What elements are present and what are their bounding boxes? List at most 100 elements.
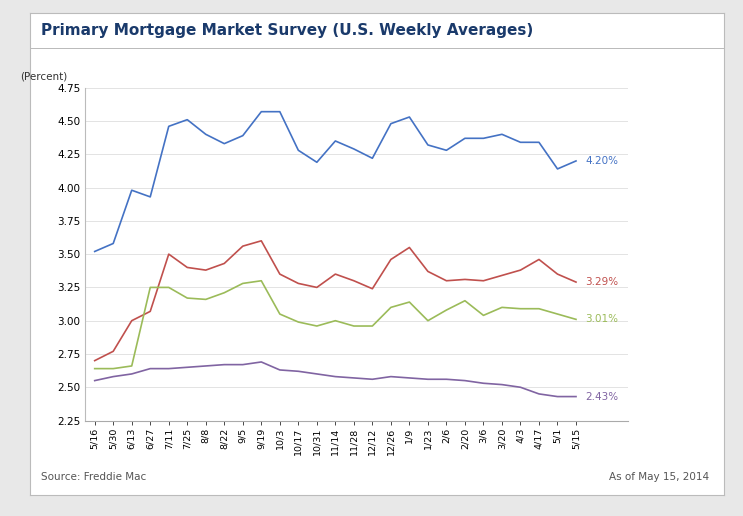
5-1 ARM (516, 305, 525, 312)
1-yr ARM (164, 365, 173, 372)
1-yr ARM (424, 376, 432, 382)
1-yr ARM (108, 374, 117, 380)
30-yr FRM (257, 108, 266, 115)
5-1 ARM (220, 289, 229, 296)
1-yr ARM (331, 374, 340, 380)
1-yr ARM (516, 384, 525, 391)
Text: 2.43%: 2.43% (585, 392, 618, 401)
30-yr FRM (108, 240, 117, 247)
Text: (Percent): (Percent) (20, 71, 68, 81)
15-yr FRM (405, 245, 414, 251)
15-yr FRM (349, 278, 358, 284)
15-yr FRM (239, 243, 247, 249)
Text: 4.20%: 4.20% (585, 156, 618, 166)
5-1 ARM (534, 305, 543, 312)
5-1 ARM (386, 304, 395, 311)
15-yr FRM (479, 278, 488, 284)
5-1 ARM (146, 284, 155, 291)
1-yr ARM (349, 375, 358, 381)
5-1 ARM (571, 316, 580, 322)
15-yr FRM (386, 256, 395, 263)
30-yr FRM (498, 131, 507, 137)
30-yr FRM (405, 114, 414, 120)
5-1 ARM (239, 280, 247, 286)
1-yr ARM (405, 375, 414, 381)
30-yr FRM (201, 131, 210, 137)
1-yr ARM (183, 364, 192, 370)
5-1 ARM (349, 323, 358, 329)
15-yr FRM (257, 238, 266, 244)
1-yr ARM (220, 362, 229, 368)
15-yr FRM (516, 267, 525, 273)
30-yr FRM (461, 135, 470, 141)
15-yr FRM (276, 271, 285, 277)
5-1 ARM (479, 312, 488, 318)
1-yr ARM (498, 381, 507, 388)
15-yr FRM (220, 261, 229, 267)
Text: Primary Mortgage Market Survey (U.S. Weekly Averages): Primary Mortgage Market Survey (U.S. Wee… (41, 23, 533, 38)
1-yr ARM (294, 368, 303, 375)
15-yr FRM (442, 278, 451, 284)
15-yr FRM (571, 279, 580, 285)
Text: Source: Freddie Mac: Source: Freddie Mac (41, 473, 146, 482)
5-1 ARM (312, 323, 321, 329)
5-1 ARM (331, 318, 340, 324)
30-yr FRM (239, 133, 247, 139)
5-1 ARM (108, 365, 117, 372)
1-yr ARM (127, 371, 136, 377)
15-yr FRM (498, 272, 507, 279)
Text: 3.01%: 3.01% (585, 314, 618, 325)
15-yr FRM (164, 251, 173, 257)
15-yr FRM (183, 264, 192, 270)
5-1 ARM (405, 299, 414, 305)
30-yr FRM (164, 123, 173, 130)
Line: 5-1 ARM: 5-1 ARM (94, 281, 576, 368)
1-yr ARM (257, 359, 266, 365)
30-yr FRM (146, 194, 155, 200)
30-yr FRM (276, 108, 285, 115)
1-yr ARM (571, 394, 580, 400)
1-yr ARM (90, 378, 99, 384)
5-1 ARM (127, 363, 136, 369)
Line: 30-yr FRM: 30-yr FRM (94, 111, 576, 251)
15-yr FRM (331, 271, 340, 277)
30-yr FRM (90, 248, 99, 254)
1-yr ARM (201, 363, 210, 369)
30-yr FRM (534, 139, 543, 146)
15-yr FRM (553, 271, 562, 277)
15-yr FRM (368, 286, 377, 292)
15-yr FRM (108, 348, 117, 354)
Text: 3.29%: 3.29% (585, 277, 618, 287)
5-1 ARM (276, 311, 285, 317)
30-yr FRM (424, 142, 432, 148)
Text: As of May 15, 2014: As of May 15, 2014 (609, 473, 710, 482)
15-yr FRM (90, 358, 99, 364)
5-1 ARM (183, 295, 192, 301)
15-yr FRM (201, 267, 210, 273)
1-yr ARM (534, 391, 543, 397)
30-yr FRM (571, 158, 580, 164)
1-yr ARM (368, 376, 377, 382)
30-yr FRM (183, 117, 192, 123)
30-yr FRM (331, 138, 340, 144)
15-yr FRM (312, 284, 321, 291)
30-yr FRM (368, 155, 377, 162)
5-1 ARM (553, 311, 562, 317)
5-1 ARM (442, 307, 451, 313)
1-yr ARM (312, 371, 321, 377)
30-yr FRM (349, 146, 358, 152)
30-yr FRM (442, 147, 451, 153)
30-yr FRM (294, 147, 303, 153)
15-yr FRM (534, 256, 543, 263)
1-yr ARM (386, 374, 395, 380)
5-1 ARM (201, 296, 210, 302)
15-yr FRM (294, 280, 303, 286)
1-yr ARM (239, 362, 247, 368)
5-1 ARM (498, 304, 507, 311)
1-yr ARM (146, 365, 155, 372)
30-yr FRM (516, 139, 525, 146)
Line: 1-yr ARM: 1-yr ARM (94, 362, 576, 397)
15-yr FRM (461, 277, 470, 283)
Line: 15-yr FRM: 15-yr FRM (94, 241, 576, 361)
30-yr FRM (220, 140, 229, 147)
